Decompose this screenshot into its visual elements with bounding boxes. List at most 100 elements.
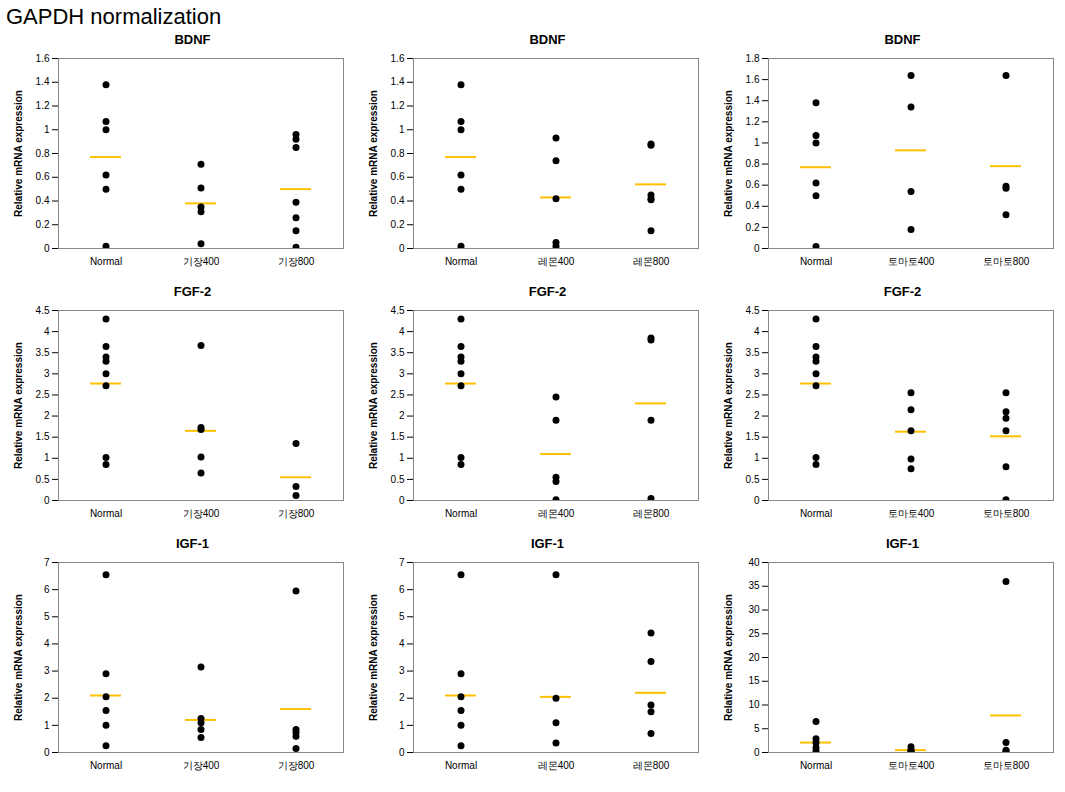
svg-text:Normal: Normal	[800, 508, 832, 519]
svg-text:30: 30	[748, 604, 760, 615]
svg-text:1: 1	[44, 452, 50, 463]
svg-text:25: 25	[748, 628, 760, 639]
svg-text:Relative mRNA expression: Relative mRNA expression	[723, 342, 734, 469]
svg-text:Relative mRNA expression: Relative mRNA expression	[723, 594, 734, 721]
svg-text:4.5: 4.5	[391, 305, 405, 316]
svg-text:15: 15	[748, 675, 760, 686]
svg-text:2: 2	[44, 410, 50, 421]
svg-text:기장400: 기장400	[183, 760, 220, 771]
svg-text:0.4: 0.4	[36, 195, 50, 206]
svg-text:0: 0	[754, 243, 760, 254]
svg-text:Normal: Normal	[800, 256, 832, 267]
svg-text:1.2: 1.2	[746, 116, 760, 127]
svg-text:3: 3	[399, 665, 405, 676]
svg-text:0.5: 0.5	[391, 474, 405, 485]
svg-text:레몬400: 레몬400	[538, 256, 575, 267]
svg-text:Normal: Normal	[800, 760, 832, 771]
svg-text:0: 0	[44, 747, 50, 758]
svg-text:1: 1	[399, 720, 405, 731]
svg-text:기장800: 기장800	[278, 256, 315, 267]
svg-text:4: 4	[754, 326, 760, 337]
svg-text:4: 4	[399, 638, 405, 649]
svg-text:1.5: 1.5	[36, 431, 50, 442]
svg-text:0.2: 0.2	[746, 222, 760, 233]
svg-text:레몬800: 레몬800	[633, 760, 670, 771]
svg-text:2.5: 2.5	[391, 389, 405, 400]
svg-text:4.5: 4.5	[36, 305, 50, 316]
svg-text:1.2: 1.2	[391, 100, 405, 111]
svg-text:1.2: 1.2	[36, 100, 50, 111]
svg-text:Normal: Normal	[90, 508, 122, 519]
svg-text:0.8: 0.8	[391, 148, 405, 159]
svg-text:0.6: 0.6	[36, 171, 50, 182]
svg-text:4: 4	[399, 326, 405, 337]
svg-text:2: 2	[399, 692, 405, 703]
svg-text:Relative mRNA expression: Relative mRNA expression	[723, 90, 734, 217]
svg-text:7: 7	[399, 557, 405, 568]
svg-text:4: 4	[44, 326, 50, 337]
svg-text:Relative mRNA expression: Relative mRNA expression	[368, 342, 379, 469]
svg-text:Normal: Normal	[90, 256, 122, 267]
svg-text:4.5: 4.5	[746, 305, 760, 316]
svg-text:1.4: 1.4	[391, 76, 405, 87]
svg-text:1.6: 1.6	[746, 74, 760, 85]
svg-text:0: 0	[44, 495, 50, 506]
svg-text:기장400: 기장400	[183, 256, 220, 267]
svg-text:3.5: 3.5	[391, 347, 405, 358]
svg-text:3: 3	[399, 368, 405, 379]
svg-text:0: 0	[44, 243, 50, 254]
svg-text:5: 5	[399, 611, 405, 622]
svg-text:기장800: 기장800	[278, 508, 315, 519]
svg-text:Relative mRNA expression: Relative mRNA expression	[368, 90, 379, 217]
svg-text:0: 0	[399, 495, 405, 506]
svg-text:토마토400: 토마토400	[888, 256, 935, 267]
svg-text:0.4: 0.4	[746, 200, 760, 211]
svg-text:6: 6	[44, 584, 50, 595]
svg-text:0.2: 0.2	[36, 219, 50, 230]
svg-text:레몬400: 레몬400	[538, 508, 575, 519]
svg-text:2.5: 2.5	[36, 389, 50, 400]
svg-text:1: 1	[754, 452, 760, 463]
svg-text:0.8: 0.8	[36, 148, 50, 159]
svg-text:3.5: 3.5	[746, 347, 760, 358]
svg-text:5: 5	[44, 611, 50, 622]
svg-text:7: 7	[44, 557, 50, 568]
svg-text:0.6: 0.6	[391, 171, 405, 182]
svg-text:토마토800: 토마토800	[983, 508, 1030, 519]
svg-text:1: 1	[399, 452, 405, 463]
svg-text:1: 1	[399, 124, 405, 135]
svg-text:0.6: 0.6	[746, 179, 760, 190]
svg-text:Normal: Normal	[445, 760, 477, 771]
svg-text:2: 2	[44, 692, 50, 703]
svg-text:0.8: 0.8	[746, 158, 760, 169]
svg-text:6: 6	[399, 584, 405, 595]
svg-text:레몬400: 레몬400	[538, 760, 575, 771]
svg-text:0.2: 0.2	[391, 219, 405, 230]
svg-text:40: 40	[748, 557, 760, 568]
svg-text:토마토400: 토마토400	[888, 508, 935, 519]
svg-text:3: 3	[44, 665, 50, 676]
svg-text:토마토800: 토마토800	[983, 256, 1030, 267]
svg-text:Relative mRNA expression: Relative mRNA expression	[13, 90, 24, 217]
svg-text:3: 3	[754, 368, 760, 379]
svg-text:1: 1	[754, 137, 760, 148]
svg-text:1.4: 1.4	[746, 95, 760, 106]
svg-text:1.6: 1.6	[36, 53, 50, 64]
svg-text:0: 0	[754, 747, 760, 758]
svg-text:0: 0	[399, 747, 405, 758]
svg-text:레몬800: 레몬800	[633, 508, 670, 519]
svg-text:2: 2	[754, 410, 760, 421]
svg-text:Normal: Normal	[445, 508, 477, 519]
svg-text:Normal: Normal	[445, 256, 477, 267]
svg-text:1: 1	[44, 124, 50, 135]
svg-text:토마토400: 토마토400	[888, 760, 935, 771]
svg-text:3.5: 3.5	[36, 347, 50, 358]
svg-text:Relative mRNA expression: Relative mRNA expression	[368, 594, 379, 721]
svg-text:Relative mRNA expression: Relative mRNA expression	[13, 342, 24, 469]
svg-text:5: 5	[754, 723, 760, 734]
svg-text:기장400: 기장400	[183, 508, 220, 519]
svg-text:1.6: 1.6	[391, 53, 405, 64]
svg-text:1.8: 1.8	[746, 53, 760, 64]
svg-text:2: 2	[399, 410, 405, 421]
svg-text:3: 3	[44, 368, 50, 379]
